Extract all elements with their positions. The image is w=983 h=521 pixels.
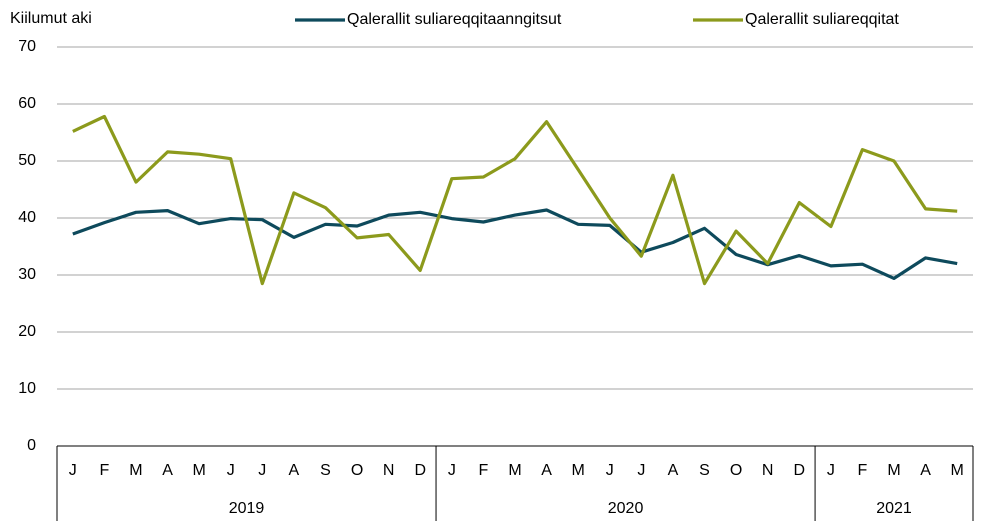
x-tick-label: M [887,462,900,479]
x-tick-label: J [227,462,235,479]
x-tick-label: J [637,462,645,479]
x-tick-label: J [258,462,266,479]
x-tick-label: A [668,462,679,479]
x-tick-label: J [606,462,614,479]
x-group-label: 2020 [608,500,644,517]
y-tick-label: 30 [18,266,36,283]
y-tick-label: 70 [18,38,36,55]
y-tick-label: 20 [18,323,36,340]
x-tick-label: M [192,462,205,479]
y-tick-label: 40 [18,209,36,226]
y-tick-label: 60 [18,95,36,112]
x-tick-label: D [414,462,426,479]
y-tick-label: 0 [27,437,36,454]
x-tick-label: A [289,462,300,479]
x-tick-label: M [572,462,585,479]
y-tick-label: 10 [18,380,36,397]
x-tick-label: N [762,462,774,479]
x-tick-label: J [69,462,77,479]
x-tick-label: F [479,462,489,479]
x-tick-label: D [793,462,805,479]
series-line [72,114,958,286]
x-group-label: 2019 [229,500,265,517]
x-tick-label: F [99,462,109,479]
x-tick-label: S [699,462,710,479]
x-tick-label: M [508,462,521,479]
y-axis-label: Kiilumut aki [10,10,92,27]
x-tick-label: F [858,462,868,479]
y-tick-label: 50 [18,152,36,169]
x-tick-label: S [320,462,331,479]
x-tick-label: J [827,462,835,479]
x-tick-label: A [920,462,931,479]
x-tick-label: M [951,462,964,479]
x-tick-label: O [351,462,363,479]
x-tick-label: J [448,462,456,479]
legend-label: Qalerallit suliareqqitat [745,11,899,28]
x-tick-label: M [129,462,142,479]
x-tick-label: A [541,462,552,479]
x-tick-label: A [162,462,173,479]
legend-label: Qalerallit suliareqqitaanngitsut [347,11,562,28]
series-line [72,208,958,280]
x-group-label: 2021 [876,500,912,517]
x-tick-label: N [383,462,395,479]
x-tick-label: O [730,462,742,479]
